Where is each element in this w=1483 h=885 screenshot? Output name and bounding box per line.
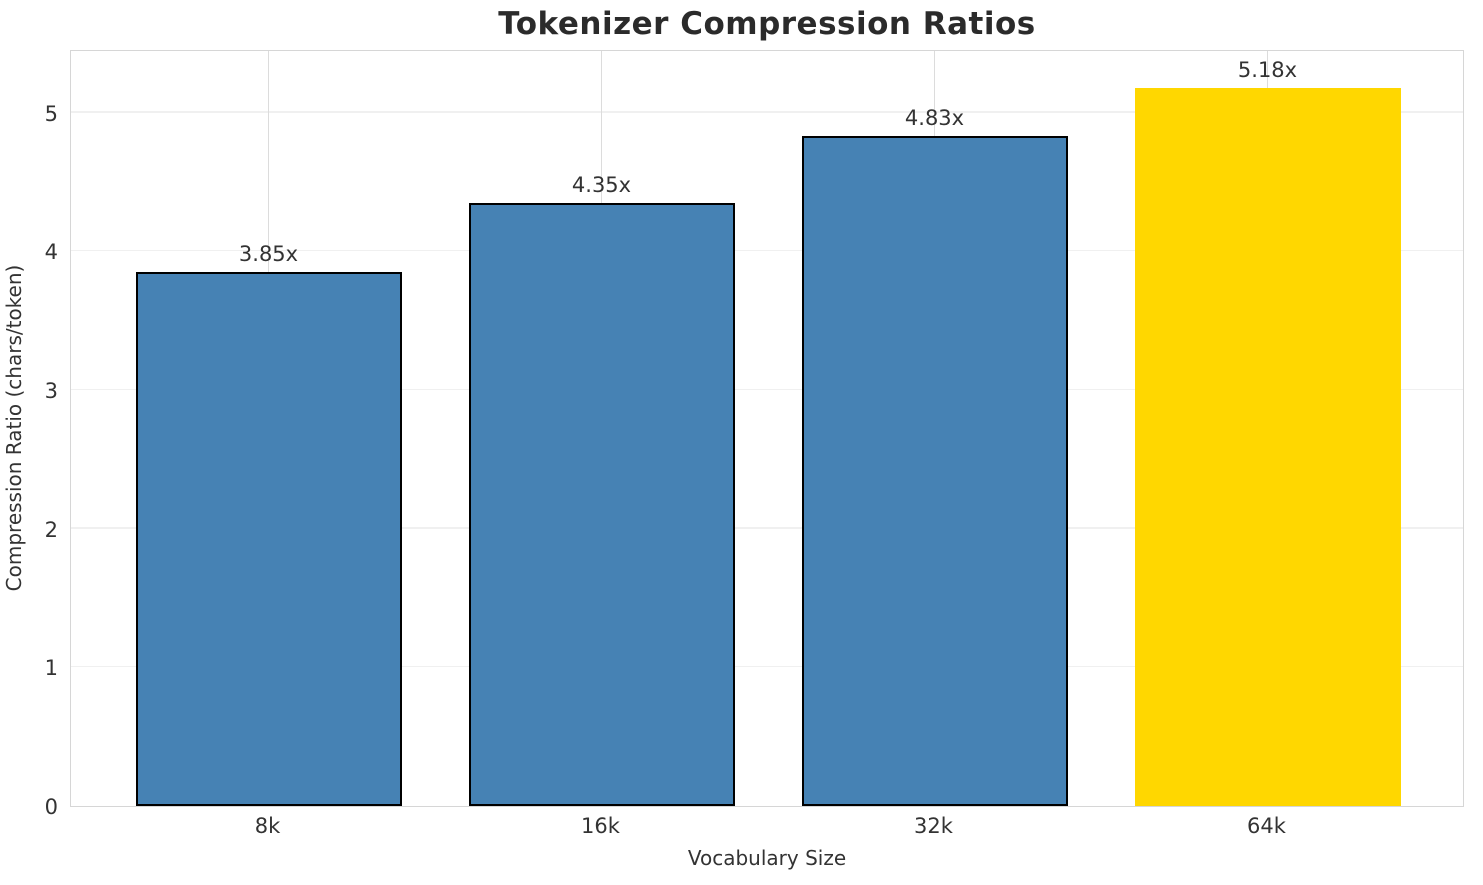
bar-64k — [1134, 87, 1401, 806]
bar-value-label: 3.85x — [238, 242, 299, 267]
x-axis-label: Vocabulary Size — [687, 846, 847, 870]
y-axis-label: Compression Ratio (chars/token) — [2, 264, 26, 592]
y-gridline — [71, 111, 1463, 113]
bar-8k — [135, 272, 402, 806]
bar-value-label: 4.35x — [571, 172, 632, 197]
bar-value-label: 5.18x — [1237, 57, 1298, 82]
y-tick-label: 4 — [44, 240, 58, 265]
y-gridline — [71, 527, 1463, 529]
bar-value-label: 4.83x — [904, 106, 965, 131]
x-tick-label: 8k — [254, 814, 281, 838]
x-tick-label: 16k — [581, 814, 620, 838]
plot-area: 3.85x 4.35x 4.83x 5.18x — [70, 50, 1464, 807]
y-tick-label: 1 — [44, 656, 58, 681]
bar-32k — [801, 136, 1068, 806]
x-tick-label: 64k — [1247, 814, 1286, 838]
x-tick-label: 32k — [914, 814, 953, 838]
y-gridline — [71, 665, 1463, 668]
y-gridline — [71, 388, 1463, 391]
y-gridline — [71, 249, 1463, 252]
y-tick-label: 2 — [44, 517, 58, 542]
bar-16k — [468, 202, 735, 806]
y-tick-label: 5 — [44, 101, 58, 126]
y-tick-label: 3 — [44, 379, 58, 404]
y-tick-label: 0 — [44, 795, 58, 819]
chart-title: Tokenizer Compression Ratios — [498, 6, 1036, 42]
